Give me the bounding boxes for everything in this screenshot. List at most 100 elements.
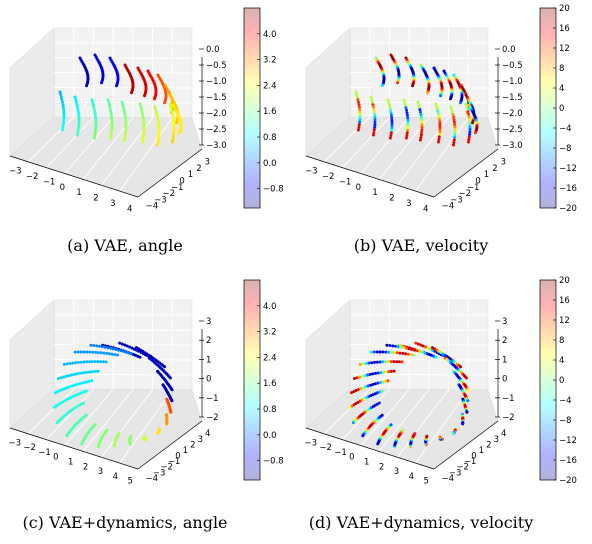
data-point	[82, 350, 86, 354]
data-point	[111, 347, 115, 351]
data-point	[372, 108, 376, 112]
data-point	[169, 410, 173, 414]
y-tick-label: −2	[163, 189, 176, 199]
data-point	[392, 360, 396, 364]
data-point	[82, 381, 86, 384]
data-point	[54, 391, 57, 395]
caption-vae-angle: (a) VAE, angle	[67, 236, 183, 255]
data-point	[84, 413, 88, 417]
data-point	[406, 118, 410, 122]
y-tick-label: 0	[175, 452, 180, 462]
data-point	[381, 360, 385, 364]
data-point	[93, 134, 97, 137]
data-point	[94, 118, 98, 122]
data-point	[123, 115, 127, 119]
y-axis-line	[433, 420, 499, 470]
x-tick-label: 0	[60, 183, 65, 193]
data-point	[76, 108, 80, 112]
data-point	[471, 121, 474, 125]
data-point	[155, 113, 159, 117]
data-point	[65, 386, 69, 390]
data-point	[468, 125, 472, 129]
data-point	[390, 116, 394, 120]
data-point	[420, 130, 424, 134]
data-point	[73, 95, 77, 99]
data-point	[354, 389, 358, 392]
x-tick-label: 2	[83, 462, 88, 472]
data-point	[438, 435, 442, 439]
data-point	[434, 102, 438, 106]
data-point	[77, 125, 81, 129]
z-tick-label: 0.0	[206, 45, 220, 55]
grid-line	[323, 388, 371, 435]
data-point	[417, 105, 421, 109]
grid-line	[378, 117, 430, 180]
data-point	[466, 399, 470, 403]
z-tick-label: −1	[502, 394, 515, 404]
data-point	[123, 110, 126, 114]
data-point	[108, 136, 112, 140]
data-point	[375, 350, 379, 354]
data-point	[72, 372, 76, 376]
data-point	[386, 360, 390, 364]
data-point	[89, 343, 93, 347]
data-point	[420, 350, 424, 354]
data-point	[121, 105, 125, 109]
data-point	[62, 108, 66, 112]
data-point	[467, 138, 471, 141]
data-point	[372, 110, 376, 114]
data-point	[82, 360, 86, 364]
data-point	[140, 110, 144, 114]
data-point	[357, 100, 360, 104]
colorbar-tick-label: −16	[559, 184, 577, 194]
data-point	[371, 133, 375, 137]
data-point	[92, 344, 96, 347]
data-point	[98, 344, 101, 348]
data-point	[392, 351, 396, 355]
y-tick-label: 2	[190, 440, 195, 450]
data-point	[90, 98, 94, 102]
data-point	[93, 423, 97, 427]
x-tick-label: −1	[334, 448, 347, 458]
data-point	[120, 342, 124, 346]
data-point	[390, 118, 394, 122]
data-point	[465, 410, 469, 414]
x-axis-line	[9, 155, 139, 198]
colorbar-tick-label: −20	[559, 204, 577, 214]
data-point	[115, 84, 118, 88]
data-point	[396, 345, 400, 349]
data-point	[62, 113, 66, 117]
data-point	[77, 115, 81, 119]
data-point	[74, 100, 78, 104]
data-point	[373, 123, 377, 127]
data-point	[92, 106, 96, 110]
data-point	[452, 141, 456, 144]
data-point	[405, 113, 409, 117]
data-point	[73, 383, 76, 387]
data-point	[91, 350, 95, 354]
x-tick-label: 3	[110, 199, 115, 209]
data-point	[110, 123, 114, 127]
z-tick-label: −2	[502, 413, 515, 423]
data-point	[127, 351, 131, 355]
plot-vae-dynamics-velocity: −3 −2 −1 0 1 2 3 4 5 −4−3−2−1012343210−1−22016128…	[304, 276, 576, 487]
data-point	[109, 346, 113, 350]
data-point	[368, 372, 372, 376]
y-axis-line	[137, 148, 203, 198]
data-point	[420, 123, 424, 127]
z-tick-label: −2	[206, 413, 219, 423]
data-point	[376, 391, 380, 395]
colorbar-tick-label: 8	[559, 64, 564, 74]
data-point	[163, 365, 166, 369]
data-point	[171, 112, 174, 116]
data-point	[90, 379, 94, 383]
z-tick-label: 3	[206, 317, 211, 327]
data-point	[134, 346, 138, 350]
data-point	[132, 347, 136, 351]
data-point	[352, 390, 356, 394]
data-point	[420, 128, 424, 132]
colorbar-tick-label: 3.2	[263, 56, 277, 66]
x-tick-label: 2	[379, 462, 384, 472]
data-point	[84, 389, 88, 393]
